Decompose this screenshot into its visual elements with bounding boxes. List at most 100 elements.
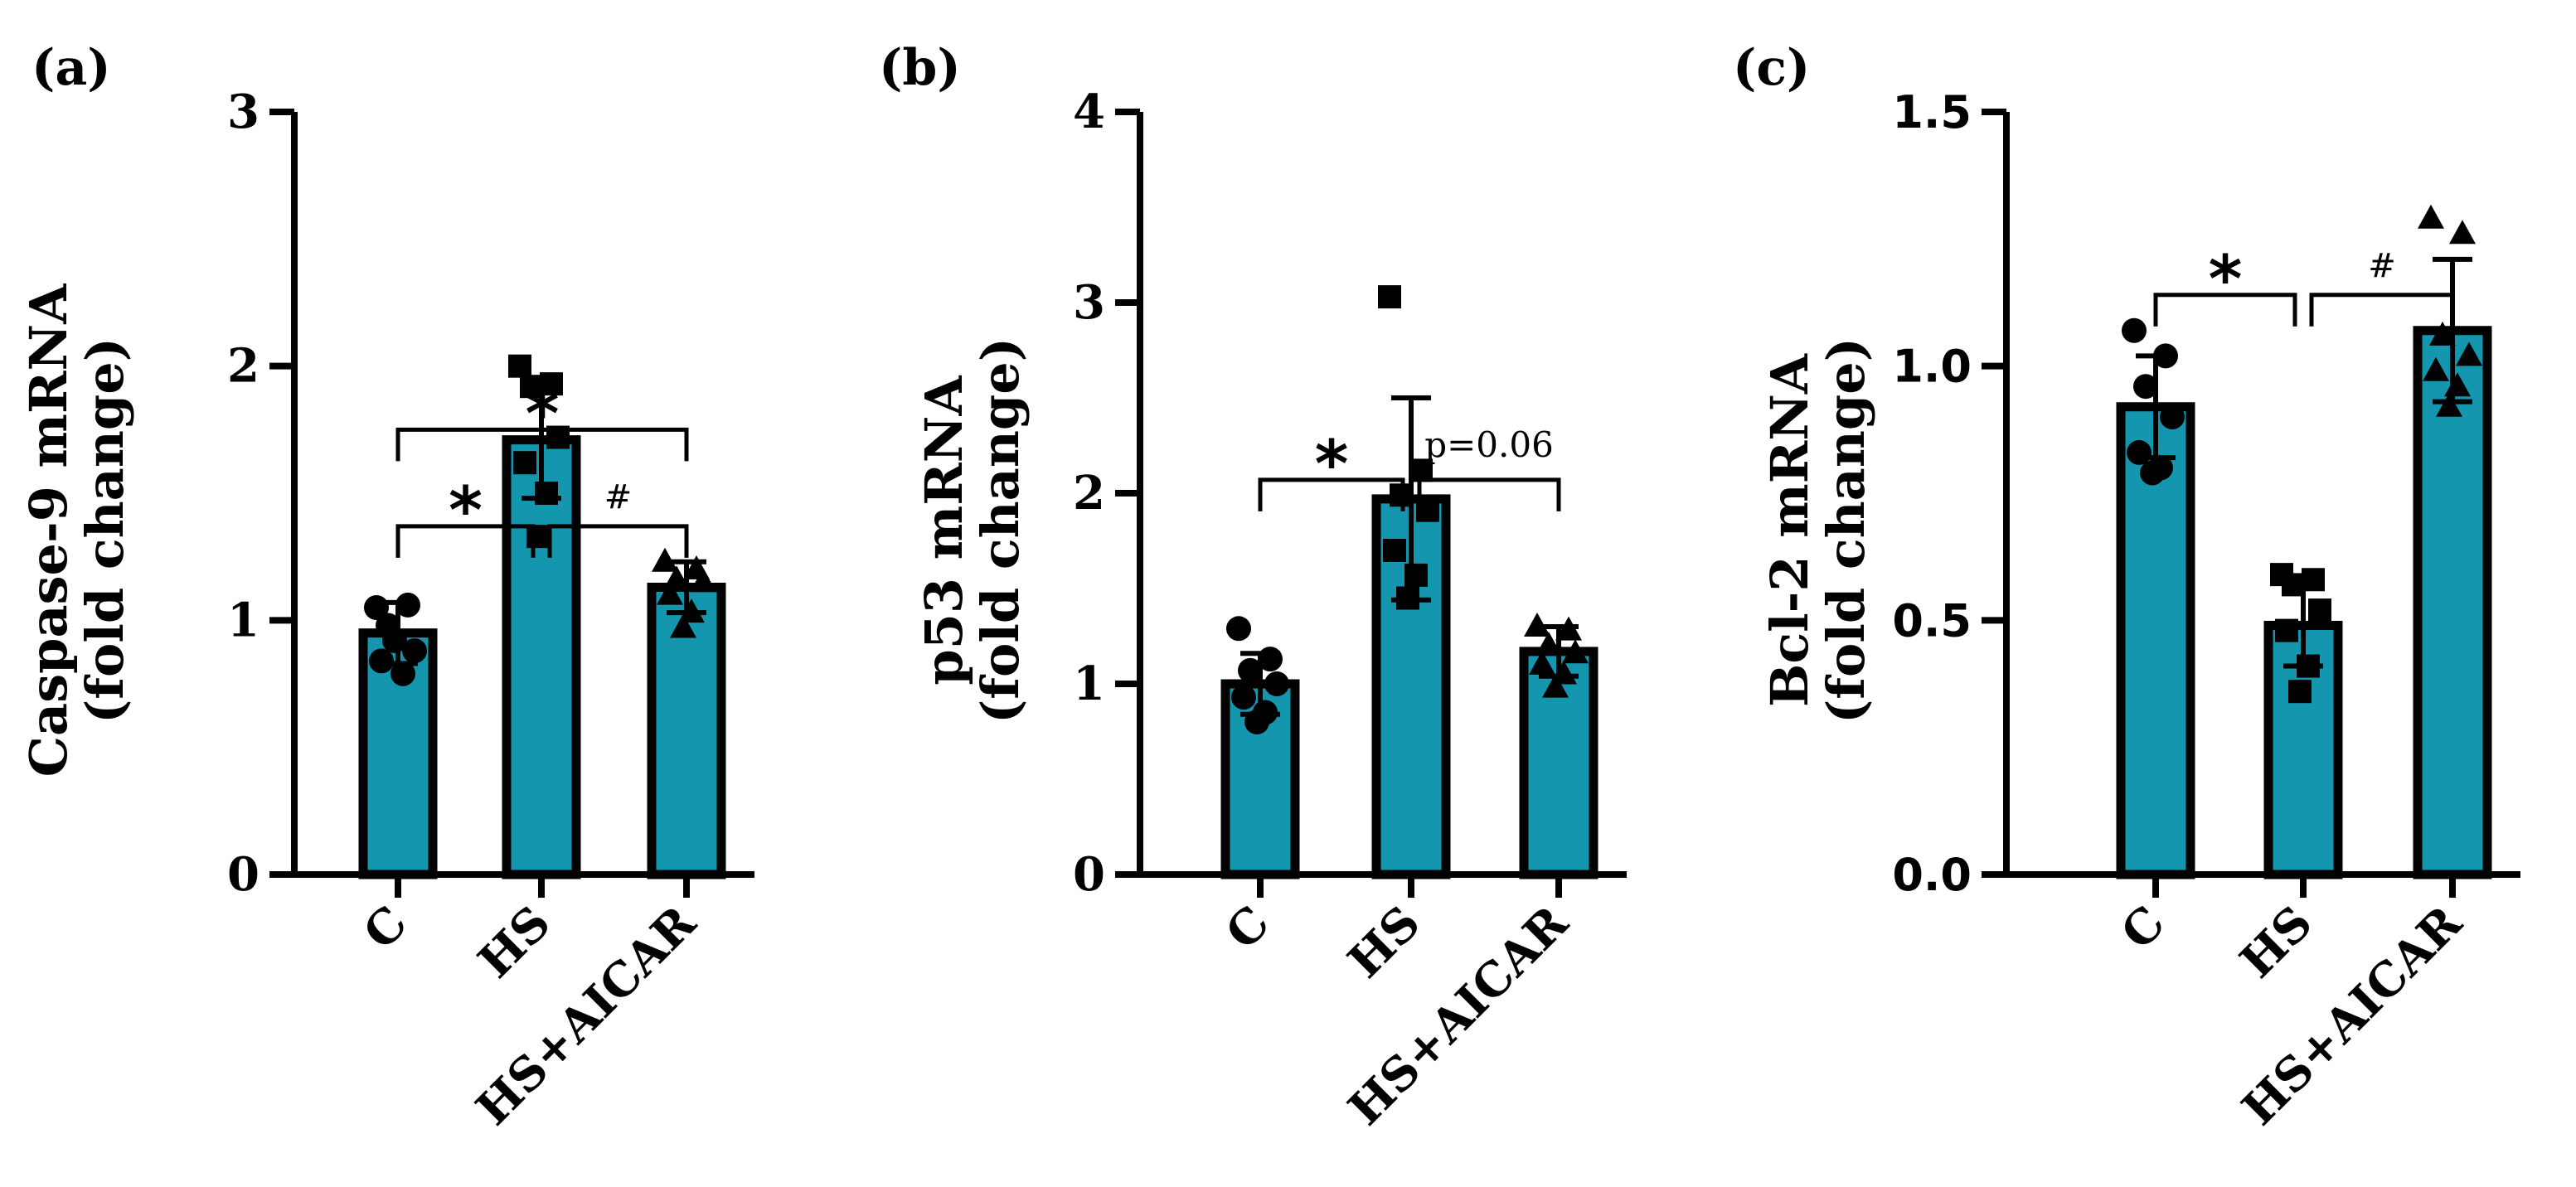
data-point-a-0-5 bbox=[391, 661, 415, 686]
data-point-c-1-2 bbox=[2282, 573, 2305, 597]
y-tick-label-b-1: 1 bbox=[1073, 656, 1105, 711]
data-point-b-0-0 bbox=[1226, 616, 1251, 642]
y-axis-title-b: p53 mRNA (fold change) bbox=[914, 337, 1031, 724]
sig-bracket-a-0 bbox=[395, 524, 536, 558]
sig-label-b-1: p=0.06 bbox=[1424, 424, 1554, 465]
data-point-a-0-3 bbox=[402, 638, 427, 664]
data-point-c-0-4 bbox=[2127, 439, 2152, 465]
panel-label-a: (a) bbox=[32, 39, 111, 97]
data-point-b-0-2 bbox=[1238, 657, 1263, 683]
data-point-c-1-4 bbox=[2275, 618, 2298, 642]
sig-label-c-1: # bbox=[2368, 247, 2396, 285]
data-point-c-0-2 bbox=[2133, 374, 2158, 400]
data-point-a-0-6 bbox=[382, 627, 407, 653]
data-point-b-0-4 bbox=[1231, 685, 1256, 710]
data-point-a-2-6 bbox=[670, 613, 696, 638]
panel-c: (c) Bcl-2 mRNA (fold change) 0.0 0.5 1.0 1.… bbox=[1733, 39, 2520, 1136]
panel-label-c: (c) bbox=[1733, 39, 1810, 97]
category-label-c-1: HS bbox=[2229, 895, 2323, 989]
data-point-a-2-4 bbox=[657, 580, 683, 605]
y-tick-label-c-3: 1.5 bbox=[1892, 86, 1972, 138]
y-axis-title-c: Bcl-2 mRNA (fold change) bbox=[1759, 337, 1876, 724]
data-point-c-1-3 bbox=[2308, 598, 2331, 623]
data-point-a-0-1 bbox=[395, 592, 420, 618]
data-point-b-2-4 bbox=[1529, 651, 1555, 675]
data-point-b-2-2 bbox=[1535, 632, 1562, 656]
data-point-a-1-0 bbox=[508, 354, 531, 378]
category-label-b-1: HS bbox=[1337, 895, 1431, 989]
sig-label-c-0: * bbox=[2209, 243, 2243, 317]
panel-a: (a) Caspase-9 mRNA (fold change) 0 1 2 3 C HS… bbox=[18, 39, 754, 1136]
data-point-a-2-5 bbox=[678, 598, 705, 623]
category-label-a-0: C bbox=[353, 895, 418, 960]
sig-bracket-c-1 bbox=[2309, 293, 2455, 327]
data-point-b-0-1 bbox=[1258, 647, 1283, 672]
y-tick-label-a-2: 2 bbox=[227, 339, 260, 394]
data-point-a-2-3 bbox=[690, 568, 716, 593]
y-tick-label-b-3: 3 bbox=[1073, 275, 1105, 330]
sig-label-a-1: # bbox=[604, 478, 633, 516]
data-point-a-0-4 bbox=[369, 648, 394, 674]
data-point-b-2-0 bbox=[1524, 613, 1550, 637]
data-point-b-2-1 bbox=[1555, 616, 1582, 641]
y-tick-label-c-2: 1.0 bbox=[1892, 341, 1972, 393]
data-point-c-2-3 bbox=[2456, 342, 2482, 366]
data-point-a-1-4 bbox=[513, 451, 536, 475]
y-tick-label-c-1: 0.5 bbox=[1892, 594, 1972, 647]
y-tick-label-a-1: 1 bbox=[227, 593, 260, 647]
data-point-c-0-6 bbox=[2140, 460, 2165, 486]
data-point-c-0-0 bbox=[2122, 317, 2147, 343]
y-tick-label-c-0: 0.0 bbox=[1892, 849, 1972, 901]
data-point-c-1-1 bbox=[2302, 568, 2325, 592]
y-axis-title-line2-a: (fold change) bbox=[75, 337, 135, 724]
data-point-a-2-0 bbox=[652, 547, 678, 572]
data-point-b-1-0 bbox=[1378, 285, 1401, 309]
data-point-b-1-4 bbox=[1383, 539, 1406, 562]
data-point-c-1-5 bbox=[2297, 654, 2320, 678]
data-point-b-1-6 bbox=[1396, 586, 1419, 610]
data-point-c-0-1 bbox=[2153, 343, 2178, 369]
y-axis-title-line1-c: Bcl-2 mRNA bbox=[1759, 353, 1820, 707]
data-point-a-1-5 bbox=[535, 482, 558, 505]
data-point-c-0-3 bbox=[2160, 405, 2185, 429]
data-point-b-0-3 bbox=[1264, 671, 1289, 696]
sig-label-a-0: * bbox=[449, 474, 483, 549]
y-axis-title-line1-a: Caspase-9 mRNA bbox=[18, 283, 79, 778]
y-axis-title-line1-b: p53 mRNA bbox=[914, 375, 974, 686]
data-point-c-2-5 bbox=[2444, 372, 2471, 397]
sig-bracket-a-1 bbox=[547, 524, 689, 558]
y-axis-title-line2-b: (fold change) bbox=[970, 337, 1031, 724]
data-point-b-2-6 bbox=[1542, 673, 1569, 698]
data-point-c-2-2 bbox=[2429, 321, 2456, 346]
category-label-a-1: HS bbox=[468, 895, 561, 989]
data-point-a-1-2 bbox=[520, 375, 543, 399]
category-label-b-0: C bbox=[1215, 895, 1280, 960]
sig-bracket-b-0 bbox=[1258, 477, 1405, 511]
data-point-c-1-6 bbox=[2288, 680, 2312, 704]
data-point-b-1-5 bbox=[1404, 563, 1428, 587]
data-point-c-2-0 bbox=[2418, 204, 2444, 229]
panel-label-b: (b) bbox=[879, 39, 961, 97]
data-point-a-0-0 bbox=[364, 595, 389, 620]
y-tick-label-b-0: 0 bbox=[1073, 847, 1105, 902]
data-point-b-2-3 bbox=[1562, 639, 1589, 664]
y-tick-label-b-2: 2 bbox=[1073, 466, 1105, 521]
sig-bracket-b-1 bbox=[1417, 477, 1561, 511]
category-label-c-0: C bbox=[2111, 895, 2176, 960]
data-point-a-1-1 bbox=[540, 372, 563, 396]
data-point-b-0-6 bbox=[1244, 710, 1269, 734]
data-point-c-2-6 bbox=[2436, 392, 2462, 417]
sig-label-b-0: * bbox=[1315, 428, 1349, 502]
data-point-a-1-6 bbox=[526, 525, 550, 549]
y-tick-label-a-3: 3 bbox=[227, 85, 260, 139]
sig-label-a-2: * bbox=[526, 377, 560, 452]
sig-bracket-a-2 bbox=[395, 427, 689, 462]
y-tick-label-b-4: 4 bbox=[1073, 85, 1105, 139]
y-tick-label-a-0: 0 bbox=[227, 847, 260, 902]
bar-a-1 bbox=[502, 435, 581, 879]
y-axis-title-a: Caspase-9 mRNA (fold change) bbox=[18, 283, 135, 778]
